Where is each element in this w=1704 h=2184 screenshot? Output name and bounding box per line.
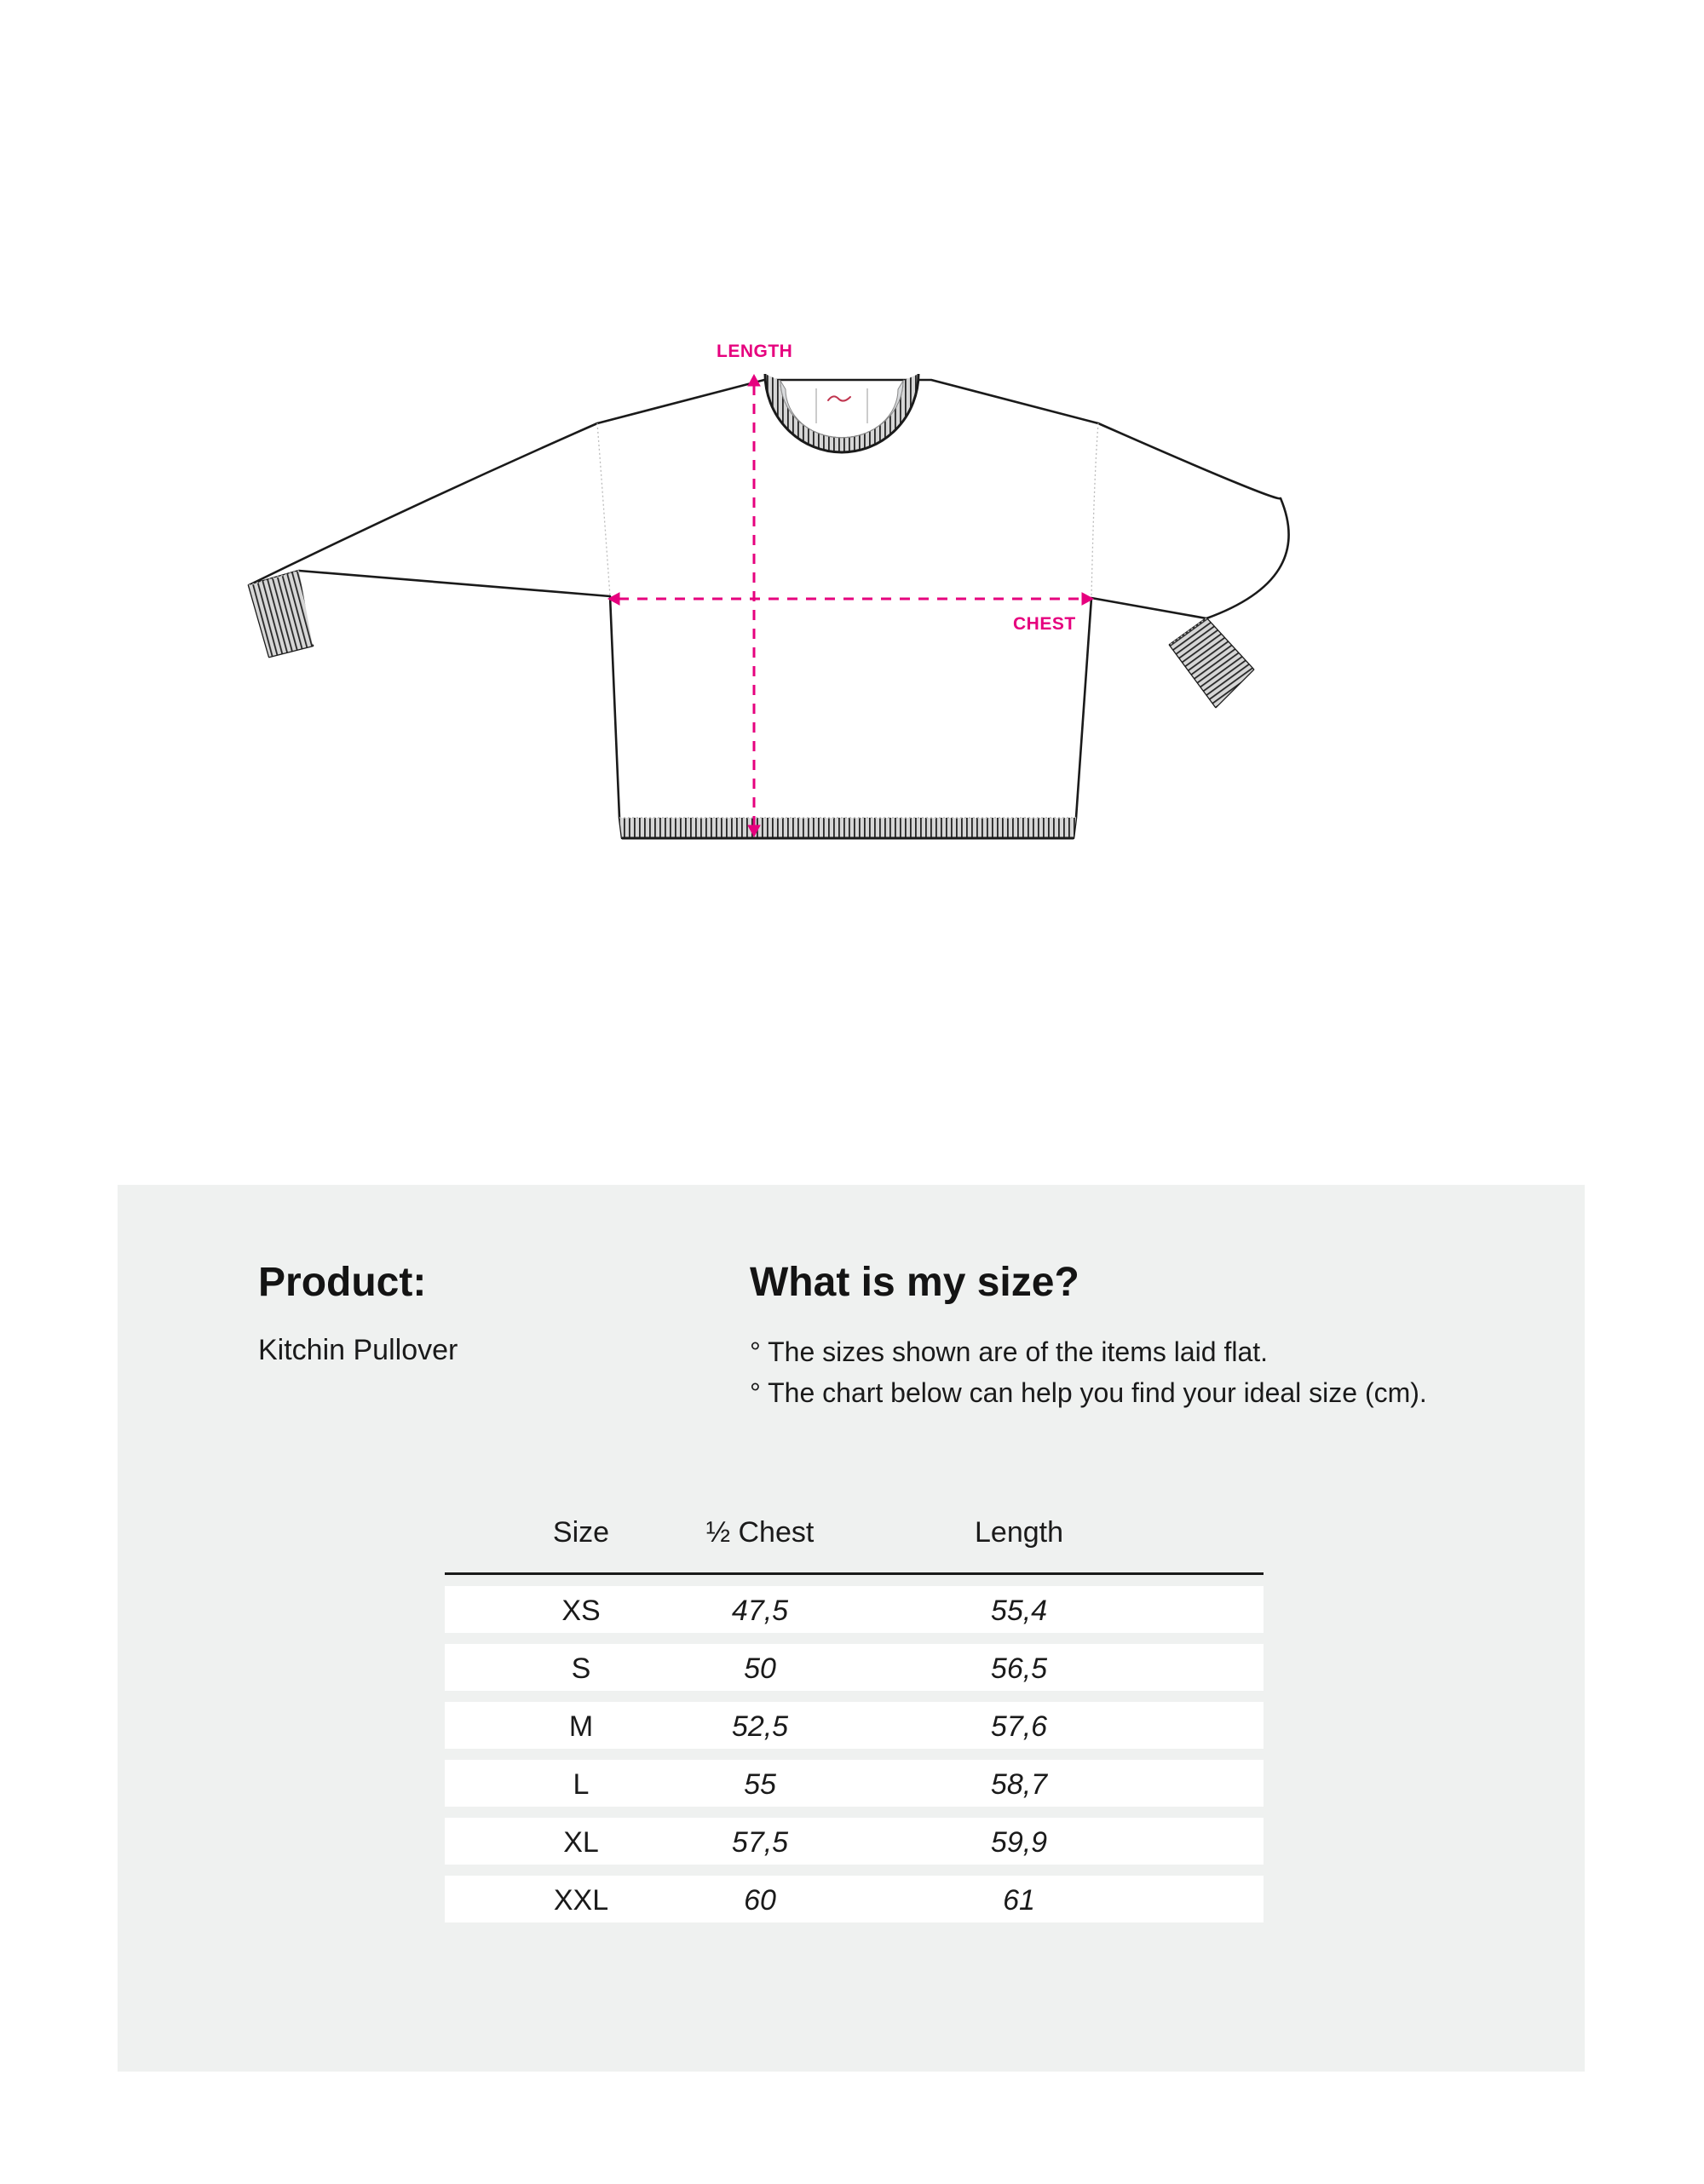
svg-text:CHEST: CHEST — [1013, 614, 1076, 634]
svg-text:LENGTH: LENGTH — [717, 342, 792, 361]
